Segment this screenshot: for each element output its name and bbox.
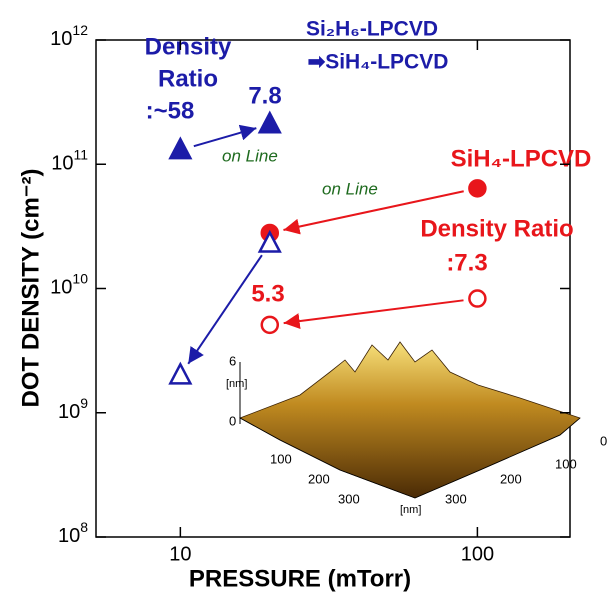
inset-label: 6	[229, 353, 236, 368]
point	[262, 317, 278, 333]
y-tick-label: 1012	[50, 22, 88, 51]
arrow	[188, 255, 262, 364]
inset-label: 100	[270, 451, 292, 466]
annotation: ➡SiH₄-LPCVD	[308, 51, 449, 74]
point	[170, 139, 190, 158]
y-tick-exponent: 8	[80, 519, 88, 535]
chart: PRESSURE (mTorr) DOT DENSITY (cm⁻²) Dens…	[0, 0, 615, 601]
arrow	[284, 300, 464, 323]
y-tick-base: 10	[50, 28, 72, 50]
afm-inset	[240, 342, 580, 498]
point	[170, 364, 190, 383]
y-tick-base: 10	[58, 525, 80, 547]
inset-label: 300	[338, 491, 360, 506]
arrow	[194, 128, 257, 146]
inset-label: 0	[600, 433, 607, 448]
y-tick-exponent: 11	[73, 146, 88, 162]
annotation: Si₂H₆-LPCVD	[306, 18, 438, 41]
y-tick-exponent: 9	[80, 394, 88, 410]
annotation: on Line	[322, 179, 378, 198]
y-tick-exponent: 12	[72, 22, 88, 38]
annotation: 5.3	[251, 280, 284, 307]
inset-label: [nm]	[400, 504, 421, 516]
inset-label: 200	[500, 471, 522, 486]
y-tick-label: 109	[58, 394, 88, 423]
point	[469, 180, 485, 196]
point	[260, 113, 280, 132]
annotation: :~58	[146, 97, 195, 124]
y-tick-base: 10	[51, 153, 73, 175]
point	[469, 291, 485, 307]
inset-label: 300	[445, 491, 467, 506]
y-tick-label: 1010	[50, 270, 88, 299]
x-tick-label: 10	[169, 543, 191, 565]
annotation: on Line	[222, 146, 278, 165]
annotation: :7.3	[446, 249, 487, 276]
inset-label: 100	[555, 456, 577, 471]
annotation: SiH₄-LPCVD	[451, 145, 592, 172]
y-axis-label: DOT DENSITY (cm⁻²)	[17, 169, 44, 408]
y-tick-label: 108	[58, 519, 88, 548]
y-tick-base: 10	[58, 401, 80, 423]
inset-label: [nm]	[226, 378, 247, 390]
y-tick-label: 1011	[51, 146, 88, 175]
inset-label: 0	[229, 413, 236, 428]
annotation: Density Ratio	[420, 215, 573, 242]
x-tick-label: 100	[461, 543, 494, 565]
annotation: Ratio	[158, 65, 218, 92]
annotation: 7.8	[248, 82, 281, 109]
annotation: Density	[145, 33, 232, 60]
inset-label: 200	[308, 471, 330, 486]
y-tick-exponent: 10	[72, 270, 88, 286]
x-axis-label: PRESSURE (mTorr)	[189, 565, 411, 592]
y-tick-base: 10	[50, 277, 72, 299]
